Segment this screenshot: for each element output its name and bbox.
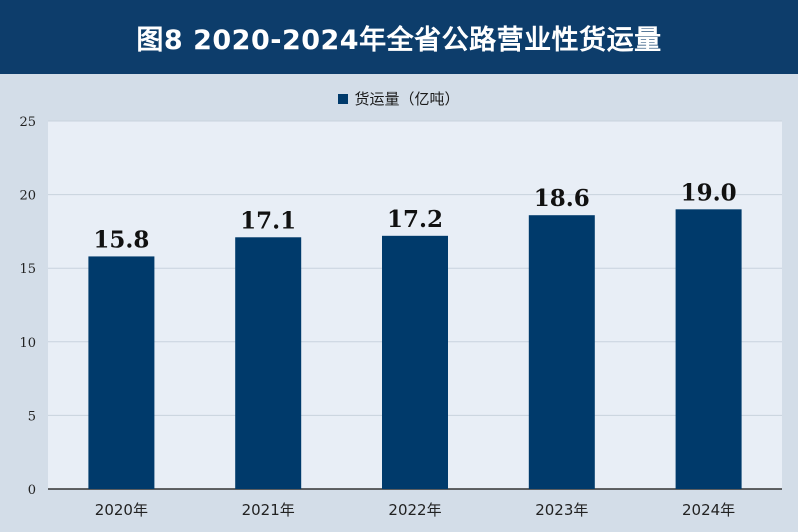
bar	[528, 215, 595, 489]
y-tick-label: 20	[19, 189, 36, 204]
y-tick-label: 0	[28, 483, 36, 498]
bar	[382, 235, 448, 489]
bar	[675, 209, 742, 489]
chart-title: 图8 2020-2024年全省公路营业性货运量	[136, 24, 662, 56]
data-label: 17.1	[240, 207, 296, 234]
bar	[235, 237, 302, 489]
bar	[88, 256, 155, 489]
legend-label: 货运量（亿吨）	[354, 90, 460, 108]
y-tick-label: 25	[19, 115, 36, 130]
y-tick-label: 10	[19, 336, 36, 351]
x-tick-label: 2020年	[95, 501, 148, 519]
x-tick-label: 2022年	[388, 501, 441, 519]
y-tick-label: 5	[28, 409, 36, 424]
chart-title-bar: 图8 2020-2024年全省公路营业性货运量	[0, 0, 798, 74]
data-label: 18.6	[534, 185, 590, 212]
y-tick-label: 15	[19, 262, 36, 277]
data-label: 19.0	[681, 179, 737, 206]
x-tick-label: 2024年	[682, 501, 735, 519]
data-label: 15.8	[93, 226, 149, 253]
x-tick-label: 2023年	[535, 501, 588, 519]
legend-swatch	[338, 93, 349, 104]
chart-legend: 货运量（亿吨）	[0, 88, 798, 109]
data-label: 17.2	[387, 206, 443, 233]
x-tick-label: 2021年	[242, 501, 295, 519]
